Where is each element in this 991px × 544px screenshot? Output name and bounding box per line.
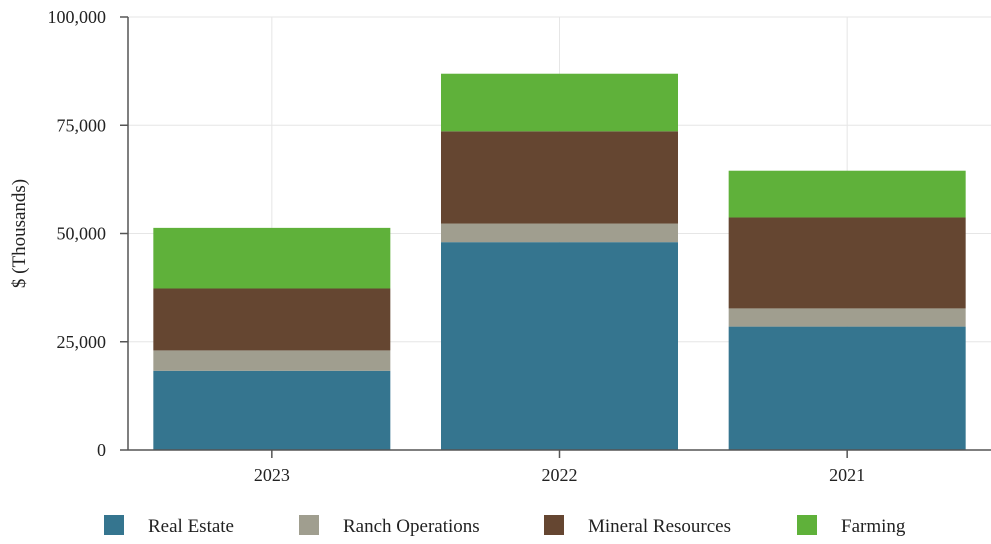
legend-swatch [544,515,564,535]
x-tick-labels: 2023 2022 2021 [254,450,865,485]
legend: Real Estate Ranch Operations Mineral Resou… [104,515,906,537]
y-tick-label: 100,000 [48,7,107,27]
bar-segment [441,223,678,243]
legend-label: Real Estate [148,516,234,537]
x-tick-label: 2023 [254,465,290,485]
bar-segment [153,370,391,450]
y-axis-title: $ (Thousands) [9,179,30,288]
y-tick-label: 75,000 [57,115,107,135]
bar-segment [153,350,391,371]
legend-item: Mineral Resources [544,515,731,537]
y-tick-label: 50,000 [57,224,107,244]
bar-segment [441,242,678,450]
x-tick-label: 2022 [542,465,578,485]
legend-label: Farming [841,516,906,537]
y-tick-label: 25,000 [57,332,107,352]
bar-segment [728,170,966,218]
bar-segment [728,217,966,309]
bar-segment [441,73,678,132]
legend-item: Real Estate [104,515,234,537]
legend-label: Mineral Resources [588,516,731,537]
legend-swatch [299,515,319,535]
y-tick-label: 0 [97,440,106,460]
bar-segment [441,131,678,224]
legend-swatch [797,515,817,535]
legend-label: Ranch Operations [343,516,480,537]
bar-segment [153,288,391,351]
legend-item: Ranch Operations [299,515,480,537]
bar-segment [728,308,966,327]
bar-segment [728,326,966,450]
bars [153,73,966,450]
legend-swatch [104,515,124,535]
bar-segment [153,227,391,289]
legend-item: Farming [797,515,906,537]
x-tick-label: 2021 [829,465,865,485]
y-tick-labels: 0 25,000 50,000 75,000 100,000 [48,7,128,460]
